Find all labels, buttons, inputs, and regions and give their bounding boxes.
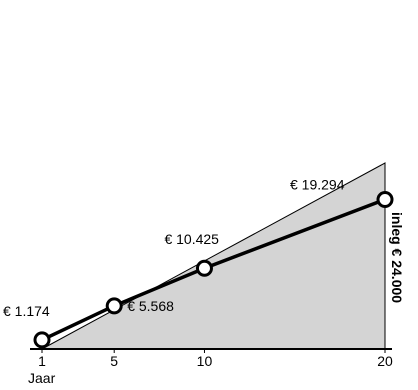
data-label: € 10.425 (164, 231, 219, 247)
data-point (376, 190, 394, 208)
x-tick-label: 5 (110, 353, 118, 369)
x-tick-label: 20 (377, 353, 393, 369)
data-label: € 1.174 (3, 303, 50, 319)
data-label: € 5.568 (127, 298, 174, 314)
data-label: € 19.294 (290, 176, 345, 192)
data-point (195, 259, 213, 277)
data-point (105, 297, 123, 315)
inleg-label: inleg € 24.000 (389, 212, 405, 303)
x-tick-label: 10 (197, 353, 213, 369)
value-line (41, 197, 386, 342)
data-point (33, 331, 51, 349)
x-tick-label: 1 (38, 353, 46, 369)
x-axis-title: Jaar (28, 370, 56, 386)
